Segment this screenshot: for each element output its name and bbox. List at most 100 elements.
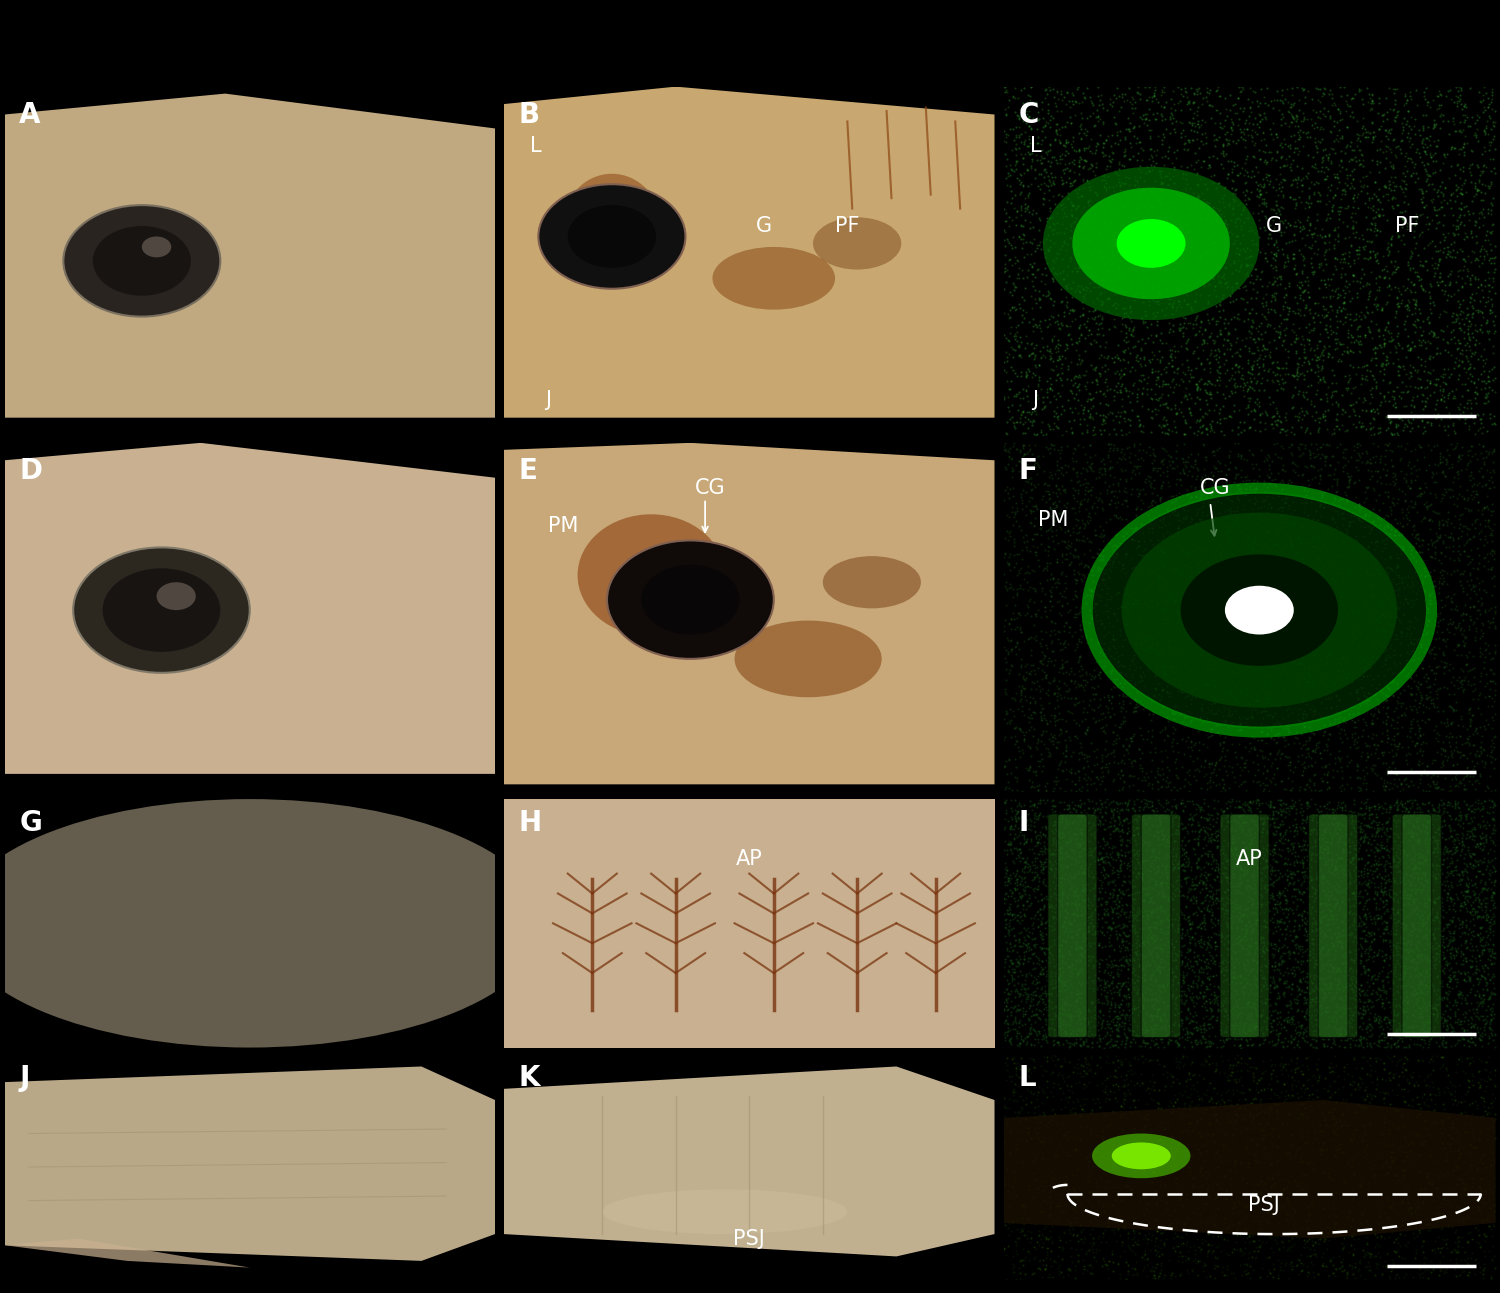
Point bbox=[1278, 834, 1302, 855]
Point bbox=[1300, 928, 1324, 949]
Point bbox=[1359, 400, 1383, 420]
Point bbox=[1329, 750, 1353, 771]
Point bbox=[1245, 1134, 1269, 1155]
Point bbox=[1209, 781, 1233, 802]
Point bbox=[1264, 415, 1288, 436]
Point bbox=[1090, 765, 1114, 786]
Point bbox=[1410, 745, 1434, 765]
Point bbox=[1410, 1191, 1434, 1212]
Point bbox=[1019, 158, 1042, 178]
Point bbox=[1250, 993, 1274, 1014]
Point bbox=[1256, 361, 1280, 381]
Point bbox=[1290, 612, 1314, 632]
Point bbox=[1162, 1025, 1186, 1046]
Point bbox=[1292, 809, 1316, 830]
Point bbox=[1100, 994, 1124, 1015]
Point bbox=[1138, 1006, 1162, 1027]
Point bbox=[1140, 494, 1164, 515]
Point bbox=[1096, 917, 1120, 937]
Point bbox=[1238, 798, 1262, 818]
Point bbox=[1256, 666, 1280, 687]
Point bbox=[1206, 700, 1230, 720]
Point bbox=[1107, 807, 1131, 828]
Point bbox=[1082, 999, 1106, 1020]
Point bbox=[1383, 1164, 1407, 1184]
Point bbox=[1431, 1016, 1455, 1037]
Point bbox=[1172, 1214, 1196, 1235]
Point bbox=[1094, 159, 1118, 180]
Point bbox=[1020, 707, 1044, 728]
Point bbox=[1470, 1184, 1494, 1205]
Point bbox=[1204, 1084, 1228, 1104]
Point bbox=[1190, 668, 1214, 689]
Point bbox=[1130, 1182, 1154, 1202]
Point bbox=[1209, 749, 1233, 769]
Point bbox=[1482, 857, 1500, 878]
Point bbox=[1371, 931, 1395, 952]
Point bbox=[1281, 572, 1305, 592]
Point bbox=[1066, 767, 1090, 787]
Point bbox=[1140, 490, 1164, 511]
Point bbox=[1424, 943, 1448, 963]
Point bbox=[1323, 339, 1347, 359]
Point bbox=[1052, 1068, 1076, 1089]
Point bbox=[1288, 675, 1312, 696]
Point bbox=[1017, 978, 1041, 998]
Point bbox=[1138, 900, 1162, 921]
Point bbox=[1130, 959, 1154, 980]
Point bbox=[1394, 1209, 1417, 1230]
Point bbox=[1336, 472, 1360, 493]
Point bbox=[1406, 994, 1429, 1015]
Point bbox=[1464, 1181, 1488, 1201]
Point bbox=[1436, 193, 1460, 213]
Point bbox=[1406, 812, 1429, 833]
Point bbox=[1034, 997, 1058, 1018]
Point bbox=[1371, 1089, 1395, 1109]
Point bbox=[1280, 175, 1304, 195]
Point bbox=[1380, 261, 1404, 282]
Point bbox=[1407, 1258, 1431, 1279]
Point bbox=[1431, 283, 1455, 304]
Point bbox=[1390, 516, 1414, 537]
Point bbox=[1034, 816, 1058, 837]
Point bbox=[1284, 663, 1308, 684]
Point bbox=[1095, 275, 1119, 296]
Point bbox=[1090, 308, 1114, 328]
Point bbox=[1090, 97, 1114, 118]
Point bbox=[1227, 1098, 1251, 1118]
Point bbox=[1320, 600, 1344, 621]
Point bbox=[1310, 1256, 1334, 1276]
Point bbox=[1476, 88, 1500, 109]
Point bbox=[1024, 381, 1048, 402]
Point bbox=[1454, 931, 1478, 952]
Point bbox=[1262, 800, 1286, 821]
Point bbox=[1412, 978, 1436, 998]
Point bbox=[1082, 572, 1106, 592]
Point bbox=[1304, 1204, 1328, 1224]
Point bbox=[1323, 939, 1347, 959]
Point bbox=[1066, 141, 1090, 162]
Point bbox=[1178, 221, 1202, 242]
Point bbox=[1143, 989, 1167, 1010]
Point bbox=[1156, 685, 1180, 706]
Point bbox=[1335, 1014, 1359, 1034]
Point bbox=[1182, 1244, 1206, 1265]
Point bbox=[1346, 732, 1370, 753]
Point bbox=[1053, 141, 1077, 162]
Point bbox=[1059, 191, 1083, 212]
Point bbox=[1340, 1256, 1364, 1276]
Point bbox=[1324, 287, 1348, 308]
Point bbox=[1260, 791, 1284, 812]
Point bbox=[1344, 1102, 1368, 1122]
Point bbox=[1302, 1244, 1326, 1265]
Point bbox=[1340, 537, 1364, 557]
Point bbox=[1394, 469, 1417, 490]
Point bbox=[1353, 127, 1377, 147]
Point bbox=[1107, 159, 1131, 180]
Point bbox=[1332, 438, 1356, 459]
Point bbox=[1197, 555, 1221, 575]
Point bbox=[1070, 806, 1094, 826]
Point bbox=[1431, 242, 1455, 262]
Point bbox=[1014, 678, 1038, 698]
Point bbox=[1401, 409, 1425, 429]
